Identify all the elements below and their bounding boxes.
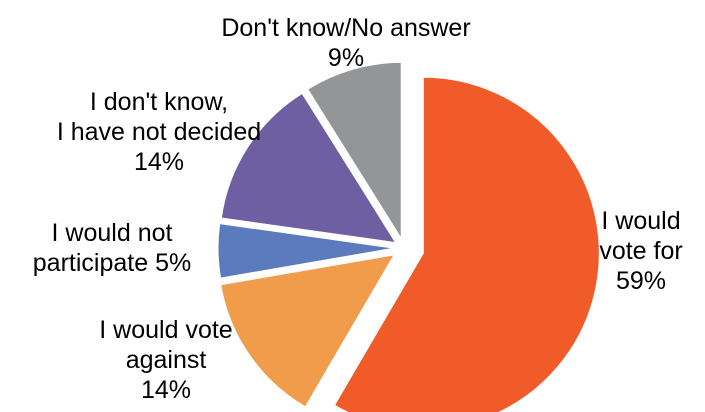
slice-label-line: 14% <box>134 148 184 176</box>
slice-label-line: vote for <box>599 237 682 265</box>
slice-label: I would not participate 5% <box>33 219 191 277</box>
slice-label: I would vote against 14% <box>99 316 232 404</box>
slice-label-line: 9% <box>328 44 364 72</box>
slice-label-line: 59% <box>616 267 666 295</box>
pie-labels: I would vote for 59%I would vote against 14%… <box>33 14 683 404</box>
pie-slices <box>217 61 600 412</box>
slice-label-line: Don't know/No answer <box>221 14 470 42</box>
slice-label-line: 14% <box>141 376 191 404</box>
pie-slice <box>333 76 600 412</box>
pie-slice <box>217 223 395 279</box>
slice-label-line: I don't know, <box>90 88 228 116</box>
pie-slice <box>307 61 402 241</box>
pie-slice <box>220 254 396 408</box>
slice-label-line: I have not decided <box>57 118 261 146</box>
slice-label-line: I would vote <box>99 316 232 344</box>
slice-label-line: I would not <box>52 219 173 247</box>
pie-slice <box>220 92 397 244</box>
slice-label: Don't know/No answer 9% <box>221 14 470 72</box>
slice-label-line: I would <box>601 207 680 235</box>
slice-label-line: participate 5% <box>33 249 191 277</box>
slice-label: I don't know, I have not decided 14% <box>57 88 261 176</box>
slice-label: I would vote for 59% <box>599 207 682 295</box>
slice-label-line: against <box>126 346 207 374</box>
